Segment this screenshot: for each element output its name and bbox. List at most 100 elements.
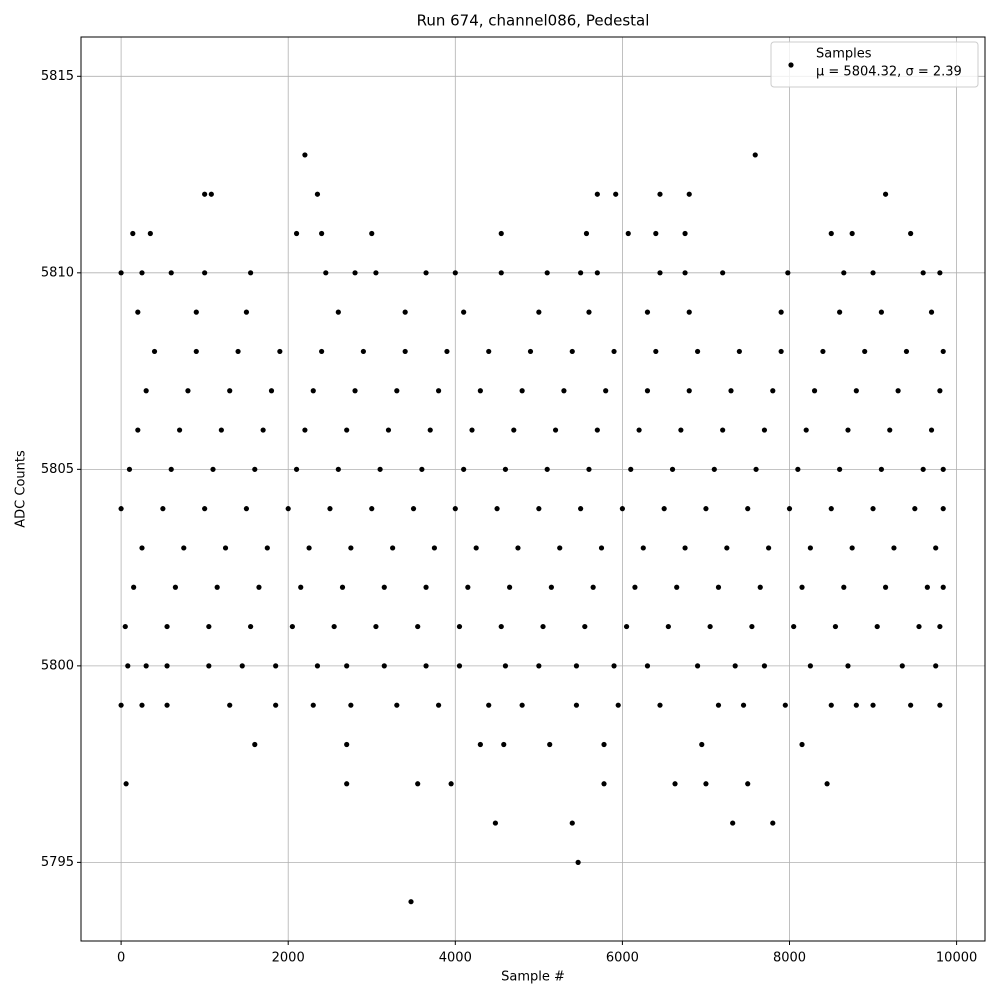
point	[172, 584, 179, 590]
point	[583, 230, 590, 237]
point	[323, 270, 329, 276]
point	[143, 388, 149, 394]
point	[711, 466, 717, 472]
point	[130, 230, 136, 237]
point	[143, 663, 149, 669]
y-tick-label: 5805	[41, 462, 74, 477]
point	[239, 663, 245, 669]
point	[640, 545, 646, 551]
point	[373, 270, 379, 276]
point	[122, 623, 128, 630]
point	[335, 466, 341, 472]
point	[841, 584, 847, 590]
point	[540, 623, 546, 630]
point	[252, 741, 258, 748]
point	[394, 702, 400, 708]
point	[344, 781, 350, 787]
point	[498, 623, 504, 630]
point	[878, 309, 884, 315]
point	[778, 309, 784, 315]
point	[319, 230, 325, 237]
point	[268, 388, 275, 394]
point	[415, 781, 421, 787]
point	[561, 388, 567, 394]
point	[243, 506, 250, 512]
point	[369, 230, 375, 237]
point	[586, 466, 592, 472]
point	[632, 584, 638, 590]
point	[302, 427, 308, 433]
point	[853, 388, 859, 394]
point	[348, 545, 354, 551]
point	[494, 506, 500, 512]
legend-marker	[788, 62, 794, 68]
point	[519, 388, 525, 394]
legend-box	[770, 41, 979, 88]
point	[168, 466, 174, 472]
point	[573, 663, 580, 669]
point	[870, 506, 876, 512]
point	[940, 506, 946, 512]
point	[139, 702, 145, 708]
point	[227, 388, 233, 394]
point	[302, 152, 308, 158]
point	[498, 230, 504, 237]
point	[256, 584, 262, 590]
point	[707, 623, 713, 630]
legend-label: Samples	[816, 47, 872, 62]
point	[573, 702, 580, 708]
point	[248, 270, 254, 276]
point	[227, 702, 233, 708]
point	[807, 545, 813, 551]
point	[552, 427, 559, 433]
point	[682, 230, 688, 237]
point	[625, 230, 631, 237]
point	[486, 702, 492, 708]
point	[613, 191, 619, 197]
point	[168, 270, 174, 276]
point	[557, 545, 563, 551]
point	[452, 506, 458, 512]
point	[598, 545, 605, 551]
point	[916, 623, 922, 630]
point	[828, 230, 834, 237]
point	[515, 545, 521, 551]
point	[164, 702, 170, 708]
point	[928, 427, 935, 433]
point	[745, 781, 751, 787]
point	[544, 466, 550, 472]
point	[373, 623, 379, 630]
point	[139, 545, 145, 551]
x-tick-label: 0	[117, 951, 125, 966]
point	[193, 348, 199, 355]
point	[730, 820, 736, 826]
point	[469, 427, 475, 433]
point	[715, 702, 722, 708]
point	[486, 348, 492, 355]
point	[477, 741, 483, 748]
point	[285, 506, 291, 512]
point	[352, 270, 358, 276]
point	[293, 466, 300, 472]
point	[264, 545, 270, 551]
point	[791, 623, 797, 630]
y-tick-label: 5800	[41, 658, 74, 673]
point	[933, 663, 939, 669]
point	[502, 663, 509, 669]
point	[657, 702, 663, 708]
point	[206, 623, 212, 630]
point	[118, 506, 124, 512]
point	[940, 348, 946, 355]
point	[461, 309, 467, 315]
point	[185, 388, 191, 394]
y-tick-label: 5815	[41, 69, 74, 84]
point	[310, 388, 316, 394]
point	[369, 506, 375, 512]
point	[703, 781, 709, 787]
point	[360, 348, 366, 355]
point	[644, 309, 651, 315]
plot-frame	[80, 36, 986, 942]
point	[912, 506, 918, 512]
point	[402, 348, 408, 355]
point	[123, 781, 129, 787]
